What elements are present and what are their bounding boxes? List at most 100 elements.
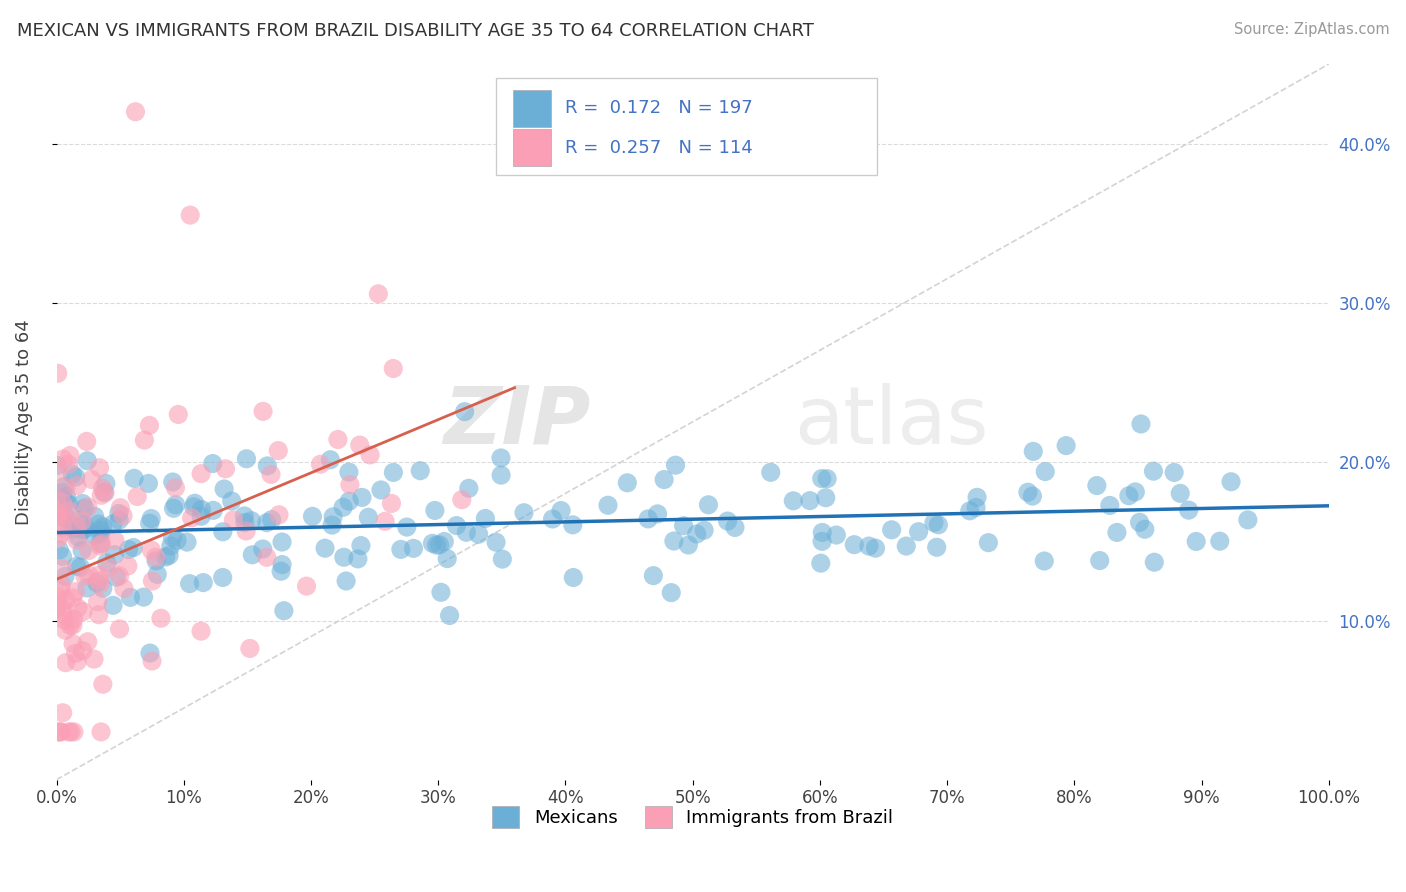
Point (63, 725, 86, 739)
Point (562, 570, 585, 584)
Point (48, 725, 70, 739)
Point (65, 518, 87, 533)
Point (83, 528, 105, 542)
Point (134, 433, 156, 447)
Point (72, 497, 94, 511)
Point (77, 568, 100, 582)
Text: atlas: atlas (794, 383, 988, 461)
Point (190, 624, 212, 639)
Point (48, 543, 70, 558)
Point (53, 495, 76, 509)
Point (52, 485, 75, 500)
Point (374, 514, 396, 528)
Point (46, 465, 69, 479)
Point (49, 725, 72, 739)
Point (359, 448, 381, 462)
Point (190, 467, 212, 481)
Point (350, 491, 373, 505)
Text: R =  0.172   N = 197: R = 0.172 N = 197 (565, 99, 754, 118)
Legend: Mexicans, Immigrants from Brazil: Mexicans, Immigrants from Brazil (485, 798, 900, 835)
Point (221, 494, 243, 508)
Point (60, 725, 83, 739)
Point (105, 570, 128, 584)
Point (335, 574, 357, 588)
Point (91, 581, 114, 595)
Point (825, 528, 848, 542)
Point (724, 520, 747, 534)
Point (65, 470, 87, 484)
Point (72, 514, 94, 528)
Point (94, 476, 117, 491)
Point (146, 567, 169, 582)
Point (643, 568, 665, 582)
Point (672, 518, 695, 533)
Point (162, 501, 184, 516)
Point (907, 524, 929, 539)
Point (149, 611, 172, 625)
Point (83, 652, 105, 666)
Point (201, 457, 224, 471)
Point (380, 496, 402, 510)
Point (240, 548, 263, 562)
Point (1209, 534, 1232, 549)
Point (104, 548, 127, 562)
Point (382, 466, 405, 480)
Point (659, 585, 682, 599)
Point (256, 550, 278, 565)
Point (49, 582, 72, 596)
Point (46, 590, 69, 604)
Point (62, 591, 84, 605)
Point (1237, 513, 1260, 527)
Point (87, 607, 110, 622)
Point (436, 551, 458, 566)
Point (686, 527, 709, 541)
Point (596, 498, 619, 512)
Point (60, 467, 83, 482)
Point (541, 512, 564, 526)
Point (157, 549, 180, 563)
Point (138, 418, 160, 433)
Point (155, 549, 177, 564)
Point (48, 507, 70, 521)
FancyBboxPatch shape (513, 129, 551, 167)
Point (73, 569, 96, 583)
Point (295, 579, 318, 593)
Point (347, 552, 370, 566)
Point (966, 491, 988, 505)
Point (513, 506, 536, 520)
Point (49, 526, 72, 541)
Point (270, 564, 292, 578)
Point (51, 495, 73, 509)
Point (1123, 484, 1146, 499)
Point (98, 560, 121, 574)
Point (48, 596, 70, 610)
Point (222, 513, 245, 527)
Point (141, 543, 163, 558)
Point (162, 530, 184, 544)
Point (58, 725, 80, 739)
Point (309, 457, 332, 471)
Point (124, 104, 146, 119)
Point (193, 575, 215, 590)
Point (58, 497, 80, 511)
Point (89, 460, 111, 475)
Point (1098, 499, 1121, 513)
Point (83, 509, 105, 524)
Point (332, 500, 354, 515)
Point (489, 450, 512, 465)
Point (96, 556, 118, 570)
Point (76, 500, 98, 514)
Point (322, 509, 344, 524)
Point (62, 522, 84, 536)
Point (120, 591, 142, 605)
Point (141, 654, 163, 668)
Point (1129, 516, 1152, 530)
Point (409, 464, 432, 478)
Point (55, 511, 77, 525)
Text: R =  0.257   N = 114: R = 0.257 N = 114 (565, 139, 754, 157)
Point (433, 534, 456, 549)
Point (319, 452, 342, 467)
Point (48, 531, 70, 545)
Point (550, 503, 572, 517)
Point (108, 569, 131, 583)
